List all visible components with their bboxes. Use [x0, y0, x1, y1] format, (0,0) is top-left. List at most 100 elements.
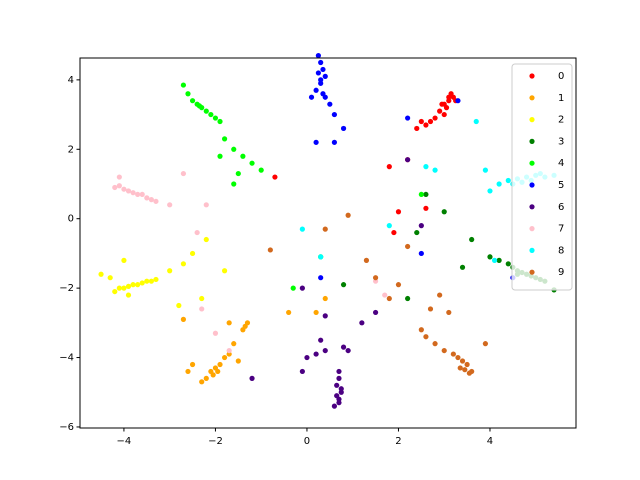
point — [189, 250, 196, 257]
point — [345, 212, 351, 218]
point — [153, 276, 159, 283]
point — [148, 278, 154, 284]
point — [336, 400, 342, 406]
point — [231, 181, 237, 187]
point — [455, 354, 461, 361]
point — [427, 118, 434, 125]
point — [336, 375, 342, 381]
point — [496, 257, 502, 263]
y-tick-label: 2 — [68, 144, 74, 155]
point — [235, 358, 241, 364]
point — [322, 94, 328, 100]
point — [318, 254, 324, 260]
point — [372, 309, 379, 316]
point — [482, 341, 489, 347]
point — [459, 358, 466, 364]
point — [405, 115, 411, 121]
point — [313, 139, 319, 145]
axes-frame — [79, 57, 577, 429]
point — [372, 275, 379, 281]
point — [240, 153, 246, 159]
legend-label: 5 — [558, 180, 564, 191]
point — [455, 98, 461, 104]
point — [185, 91, 191, 97]
point — [496, 181, 502, 187]
point — [450, 351, 456, 357]
point — [217, 361, 223, 368]
point — [423, 205, 429, 211]
point — [439, 101, 445, 107]
point — [322, 73, 328, 79]
point — [437, 108, 443, 114]
point — [203, 202, 209, 208]
point — [423, 334, 429, 340]
point — [242, 323, 248, 329]
point — [391, 229, 397, 236]
legend-label: 3 — [558, 136, 564, 147]
point — [359, 320, 365, 326]
x-tick-label: 4 — [487, 436, 493, 447]
point — [446, 94, 452, 100]
point — [487, 254, 493, 260]
point — [196, 103, 203, 109]
point — [318, 59, 324, 66]
legend-marker — [529, 182, 535, 188]
point — [432, 341, 438, 347]
point — [299, 285, 305, 291]
point — [482, 167, 489, 173]
point — [208, 111, 214, 118]
point — [427, 306, 434, 312]
point — [315, 52, 321, 59]
point — [153, 198, 159, 204]
point — [189, 361, 196, 368]
point — [144, 195, 150, 201]
point — [125, 283, 132, 289]
point — [405, 157, 411, 163]
point — [221, 136, 228, 142]
point — [414, 229, 420, 236]
legend-label: 9 — [558, 267, 564, 278]
x-tick-label: 2 — [395, 436, 401, 447]
legend-marker — [529, 138, 535, 144]
point — [231, 146, 237, 152]
point — [116, 285, 122, 291]
point — [487, 188, 493, 194]
point — [340, 125, 347, 132]
point — [466, 370, 472, 376]
point — [290, 285, 296, 291]
point — [327, 101, 333, 107]
y-tick-label: −6 — [59, 422, 74, 433]
point — [386, 295, 392, 302]
point — [505, 177, 511, 184]
point — [423, 164, 429, 170]
point — [180, 261, 187, 267]
point — [125, 292, 132, 298]
legend-label: 4 — [558, 158, 564, 169]
legend-label: 1 — [558, 93, 564, 104]
point — [194, 229, 200, 236]
point — [221, 268, 228, 274]
point — [116, 174, 122, 180]
point — [199, 295, 205, 302]
point — [418, 118, 424, 125]
y-tick-label: −2 — [59, 283, 74, 294]
point — [116, 183, 122, 189]
point — [212, 330, 219, 336]
y-tick-label: −4 — [59, 353, 74, 364]
point — [320, 66, 326, 73]
point — [418, 327, 424, 333]
point — [144, 278, 150, 284]
point — [249, 375, 255, 381]
legend-marker — [529, 204, 535, 210]
point — [322, 347, 328, 354]
point — [395, 209, 402, 215]
point — [139, 191, 145, 198]
point — [459, 264, 466, 270]
point — [112, 184, 118, 191]
point — [180, 82, 187, 88]
point — [299, 226, 305, 232]
point — [210, 372, 216, 378]
point — [107, 275, 113, 281]
point — [334, 382, 340, 388]
